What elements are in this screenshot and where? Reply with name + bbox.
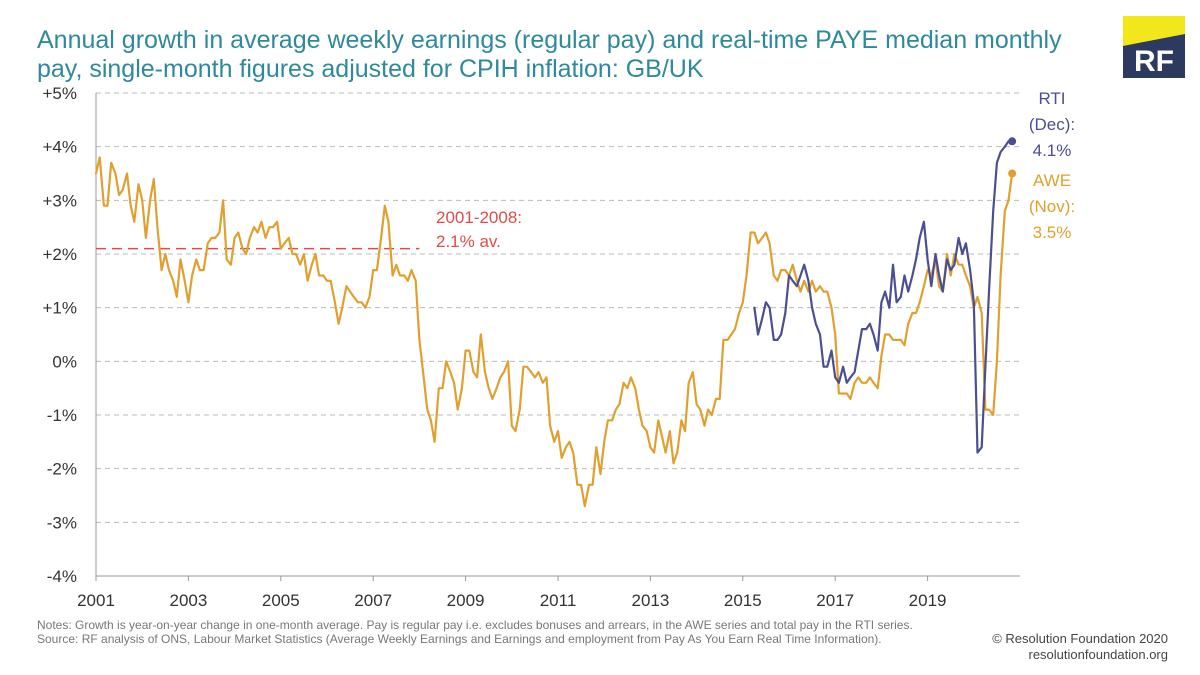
rti-series-line [753,140,1014,454]
y-tick-label: 0% [52,352,77,371]
earnings-growth-chart: +5%+4%+3%+2%+1%0%-1%-2%-3%-4% 2001 2003 20… [43,84,1076,610]
y-tick-label: +5% [43,84,78,103]
rti-label-line: RTI [1038,89,1065,108]
x-tick-label: 2009 [447,591,485,610]
notes-line: Notes: Growth is year-on-year change in … [37,618,913,632]
series-labels: AWE (Nov): 3.5% RTI (Dec): 4.1% [1029,89,1075,242]
copyright-text: © Resolution Foundation 2020 [992,631,1168,646]
y-tick-label: +4% [43,138,78,157]
awe-label-line: AWE [1033,171,1071,190]
logo-yellow-corner [1123,16,1185,46]
awe-series-line [94,156,1014,508]
y-axis-tick-labels: +5% +4% +3% +2% +1% 0% -1% -2% -3% -4% [43,84,78,586]
chart-notes: Notes: Growth is year-on-year change in … [37,618,913,646]
y-tick-label: +1% [43,299,78,318]
website-text: resolutionfoundation.org [1028,647,1169,662]
rti-label-line: (Dec): [1029,115,1075,134]
resolution-foundation-logo: RF [1123,16,1185,78]
chart-title: Annual growth in average weekly earnings… [37,26,1077,84]
x-tick-label: 2001 [77,591,115,610]
x-tick-label: 2005 [262,591,300,610]
x-tick-label: 2011 [540,591,577,610]
logo-text: RF [1134,45,1174,78]
y-tick-label: -1% [47,406,77,425]
x-tick-label: 2015 [724,591,762,610]
awe-label-line: 3.5% [1033,223,1072,242]
grid-lines [96,92,1020,523]
x-tick-label: 2013 [631,591,669,610]
copyright-credit: © Resolution Foundation 2020 resolutionf… [992,631,1168,663]
rti-endpoint-marker [1008,137,1017,146]
y-tick-label: -4% [47,567,77,586]
x-axis-tick-labels: 2001 2003 2005 2007 2009 2011 2013 2015 2017 2019 [77,576,947,610]
x-tick-label: 2007 [354,591,392,610]
x-tick-label: 2003 [169,591,207,610]
y-tick-label: -3% [47,513,77,532]
awe-label-line: (Nov): [1029,197,1075,216]
x-tick-label: 2019 [909,591,947,610]
y-tick-label: +3% [43,191,78,210]
chart-title-line2: pay, single-month figures adjusted for C… [37,55,704,83]
reference-label-line1: 2001-2008: [436,208,522,227]
y-tick-label: -2% [47,460,77,479]
series-layer [94,137,1017,508]
rti-label-line: 4.1% [1033,141,1072,160]
chart-title-line1: Annual growth in average weekly earnings… [37,26,1062,54]
y-tick-label: +2% [43,245,78,264]
reference-label-line2: 2.1% av. [436,232,501,251]
x-tick-label: 2017 [816,591,854,610]
awe-endpoint-marker [1008,169,1017,178]
source-line: Source: RF analysis of ONS, Labour Marke… [37,632,882,646]
